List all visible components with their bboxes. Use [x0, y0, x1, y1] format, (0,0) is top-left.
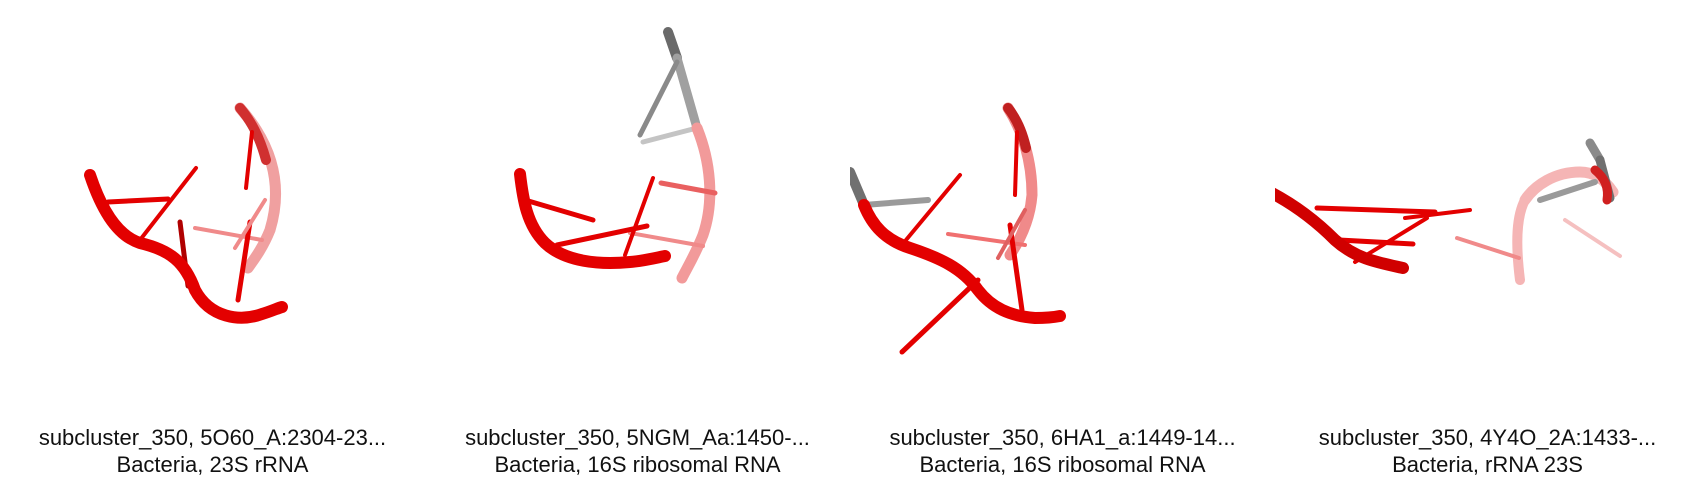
backbone-front [1275, 187, 1409, 274]
structure-panel-1: subcluster_350, 5O60_A:2304-23... Bacter… [0, 0, 425, 480]
backbone-rear-top [235, 103, 271, 165]
panel-title: subcluster_350, 5NGM_Aa:1450-... [465, 425, 810, 450]
backbone-tip [1590, 165, 1612, 205]
structure-panel-3: subcluster_350, 6HA1_a:1449-14... Bacter… [850, 0, 1275, 480]
panel-subtitle: Bacteria, 23S rRNA [116, 452, 309, 477]
backbone-rear-top [1003, 103, 1031, 153]
structure-panel-4: subcluster_350, 4Y4O_2A:1433-... Bacteri… [1275, 0, 1700, 480]
backbone-front [84, 169, 288, 324]
panel-subtitle: Bacteria, rRNA 23S [1392, 452, 1583, 477]
rna-structure-image [84, 102, 288, 324]
rna-structure-image [1275, 138, 1622, 285]
rna-structure-image [850, 102, 1066, 355]
structure-panel-2: subcluster_350, 5NGM_Aa:1450-... Bacteri… [425, 0, 850, 480]
panel-title: subcluster_350, 6HA1_a:1449-14... [889, 425, 1236, 450]
panel-subtitle: Bacteria, 16S ribosomal RNA [494, 452, 781, 477]
backbone-rear-lower [1512, 195, 1530, 285]
rna-structure-image [514, 27, 718, 284]
panel-subtitle: Bacteria, 16S ribosomal RNA [919, 452, 1206, 477]
panel-title: subcluster_350, 4Y4O_2A:1433-... [1318, 425, 1657, 450]
backbone-front [514, 168, 671, 269]
panel-title: subcluster_350, 5O60_A:2304-23... [38, 425, 387, 450]
backbone-rear [676, 122, 716, 284]
backbone-front [858, 199, 1066, 325]
